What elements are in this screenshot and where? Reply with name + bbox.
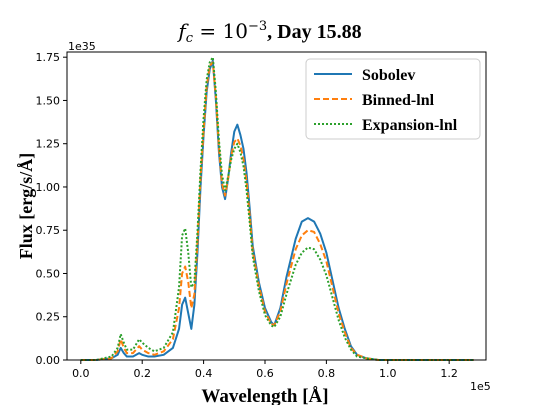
y-multiplier: 1e35 (68, 40, 96, 53)
y-tick-label: 1.50 (36, 94, 61, 107)
y-tick-label: 0.50 (36, 267, 61, 280)
y-tick-label: 1.25 (36, 138, 61, 151)
y-tick-label: 1.75 (36, 51, 61, 64)
y-tick-label: 0.75 (36, 224, 61, 237)
axis-ticks: 0.0 0.2 0.4 0.6 0.8 1.0 1.2 0.00 0.25 0.50 0.75 1.0… (36, 51, 458, 380)
series-line-expansion-lnl (80, 56, 474, 361)
x-tick-label: 1.0 (379, 367, 397, 380)
x-tick-label: 0.0 (72, 367, 90, 380)
x-axis-label: Wavelength [Å] (201, 386, 328, 405)
y-tick-label: 1.00 (36, 181, 61, 194)
title-exponent: −3 (248, 19, 267, 34)
legend-label-expansion: Expansion-lnl (362, 117, 458, 134)
chart-title: fc = 10−3, Day 15.88 (176, 19, 361, 46)
plot-area (80, 56, 474, 361)
x-tick-label: 1.2 (440, 367, 458, 380)
title-equals: = 10 (193, 19, 248, 43)
legend-label-binned: Binned-lnl (362, 92, 435, 109)
x-tick-label: 0.4 (195, 367, 213, 380)
x-tick-label: 0.6 (256, 367, 274, 380)
x-tick-label: 0.2 (133, 367, 151, 380)
x-multiplier: 1e5 (470, 380, 491, 393)
x-tick-label: 0.8 (318, 367, 336, 380)
y-tick-label: 0.25 (36, 311, 61, 324)
legend: Sobolev Binned-lnl Expansion-lnl (305, 58, 481, 140)
legend-label-sobolev: Sobolev (362, 67, 415, 84)
y-tick-label: 0.00 (36, 354, 61, 367)
y-axis-label: Flux [erg/s/Å] (16, 153, 36, 259)
plot-frame (66, 51, 487, 361)
title-day: , Day 15.88 (267, 21, 361, 43)
title-subscript: c (186, 31, 194, 46)
legend-frame (305, 58, 481, 140)
